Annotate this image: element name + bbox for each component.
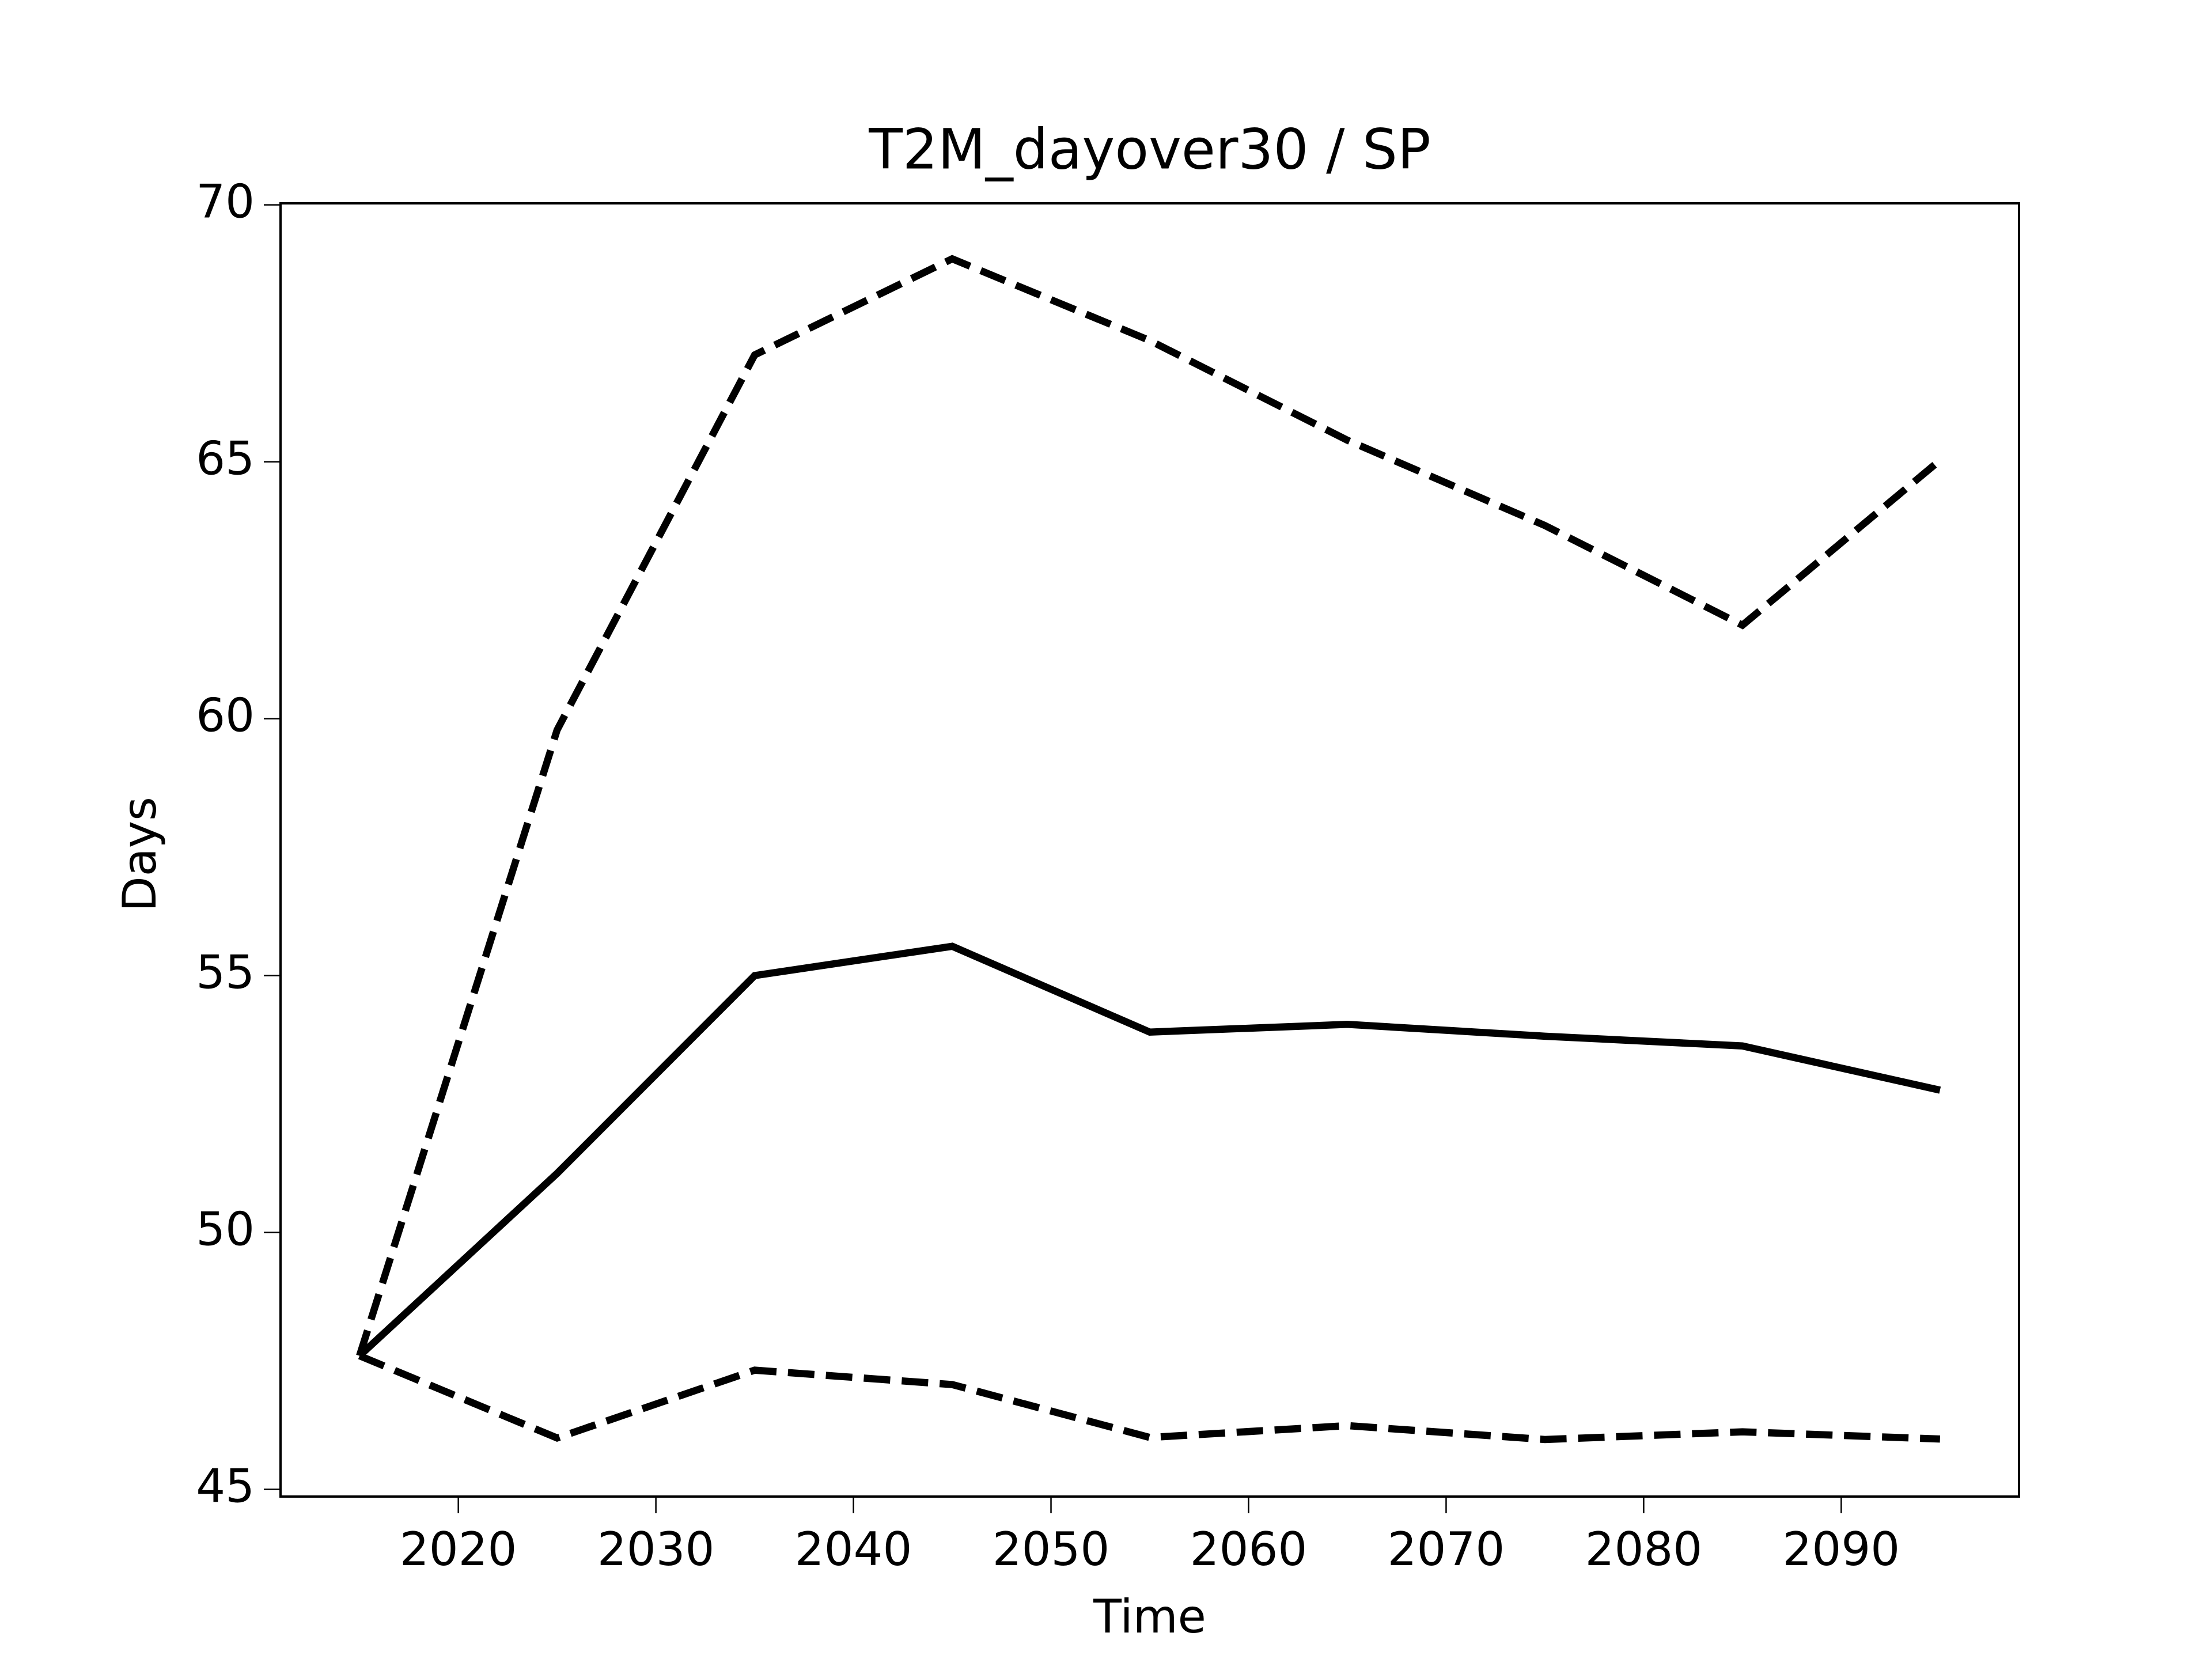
series-line — [356, 255, 1942, 1357]
y-axis-label: Days — [113, 797, 166, 912]
x-tick-label: 2090 — [1783, 1522, 1900, 1576]
x-tick-label: 2050 — [993, 1522, 1110, 1576]
chart-title: T2M_dayover30 / SP — [868, 117, 1431, 181]
plot-frame — [279, 202, 2020, 1498]
x-tick-label: 2060 — [1190, 1522, 1308, 1576]
y-tick-label: 65 — [196, 432, 255, 486]
x-tick-label: 2040 — [795, 1522, 912, 1576]
y-tick-label: 55 — [196, 946, 255, 999]
y-tick-label: 45 — [196, 1459, 255, 1513]
x-tick-label: 2030 — [597, 1522, 715, 1576]
x-axis-label: Time — [1093, 1590, 1206, 1643]
series-line — [358, 1352, 1941, 1444]
series-line — [357, 942, 1941, 1359]
y-tick-label: 70 — [196, 175, 255, 229]
x-tick-label: 2020 — [400, 1522, 517, 1576]
y-tick-label: 60 — [196, 689, 255, 743]
x-tick-label: 2070 — [1388, 1522, 1505, 1576]
x-tick-label: 2080 — [1585, 1522, 1703, 1576]
y-tick-label: 50 — [196, 1203, 255, 1256]
